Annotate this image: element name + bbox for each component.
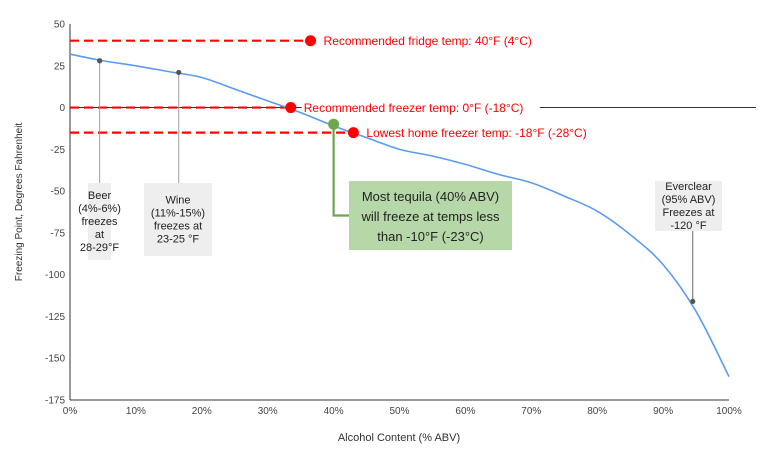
y-tick-label: 25 [54, 61, 66, 72]
annotation-text: at [95, 229, 104, 241]
annotation-tequila: Most tequila (40% ABV) will freeze at tem… [328, 118, 512, 250]
y-tick-label: -175 [45, 396, 65, 407]
x-tick-label: 80% [587, 406, 607, 417]
x-axis-label: Alcohol Content (% ABV) [338, 432, 460, 444]
x-tick-label: 70% [521, 406, 541, 417]
annotation-text: Wine [165, 195, 190, 207]
annotation-box [144, 183, 212, 256]
ref-label-freezer: Recommended freezer temp: 0°F (-18°C) [304, 101, 524, 115]
y-tick-label: -50 [51, 187, 66, 198]
x-tick-label: 30% [258, 406, 278, 417]
x-tick-label: 60% [455, 406, 475, 417]
x-tick-label: 0% [63, 406, 78, 417]
annotation-text: 28-29°F [80, 242, 120, 254]
ref-point-freezer [285, 102, 297, 114]
x-tick-label: 100% [716, 406, 742, 417]
y-tick-label: -125 [45, 312, 65, 323]
annotation-box [88, 183, 111, 260]
ref-label-fridge: Recommended fridge temp: 40°F (4°C) [324, 34, 532, 48]
ref-label-background [301, 99, 540, 116]
reference-markers [285, 35, 359, 139]
annotation-point [97, 58, 103, 64]
y-axis-label: Freezing Point, Degrees Fahrenheit [14, 123, 25, 282]
annotation-text: (4%-6%) [78, 203, 121, 215]
x-tick-label: 90% [653, 406, 673, 417]
y-tick-label: -25 [51, 145, 66, 156]
annotation-point [328, 118, 340, 130]
x-tick-label: 40% [324, 406, 344, 417]
y-tick-label: 50 [54, 20, 66, 31]
annotation-text: Freezes at [663, 207, 715, 219]
y-tick-label: 0 [59, 103, 65, 114]
annotation-text: (11%-15%) [151, 208, 205, 220]
annotation-point [176, 69, 182, 76]
annotation-text: 23-25 °F [157, 234, 200, 246]
reference-lines: Recommended fridge temp: 40°F (4°C) Recom… [70, 34, 587, 140]
annotation-text: (95% ABV) [662, 194, 716, 206]
x-tick-label: 20% [192, 406, 212, 417]
ref-point-lowest [347, 127, 359, 139]
annotation-everclear: Everclear(95% ABV)Freezes at-120 °F [655, 181, 722, 305]
annotation-text: Beer [88, 190, 112, 202]
y-tick-label: -150 [45, 354, 65, 365]
leader-line [332, 124, 349, 217]
annotation-text: freezes at [154, 221, 202, 233]
y-tick-label: -100 [45, 270, 65, 281]
annotation-text: than -10°F (-23°C) [377, 229, 484, 244]
annotation-text: freezes [81, 216, 118, 228]
annotation-text: -120 °F [670, 220, 706, 232]
annotation-text: will freeze at temps less [361, 209, 500, 224]
x-tick-label: 50% [389, 406, 409, 417]
y-tick-label: -75 [51, 228, 66, 239]
annotation-box [655, 181, 722, 231]
ref-point-fridge [305, 35, 317, 47]
x-tick-label: 10% [126, 406, 146, 417]
annotation-text: Most tequila (40% ABV) [362, 189, 499, 204]
annotation-box [349, 181, 512, 250]
annotation-text: Everclear [665, 181, 712, 193]
ref-label-lowest: Lowest home freezer temp: -18°F (-28°C) [366, 126, 586, 140]
annotation-point [690, 298, 696, 305]
